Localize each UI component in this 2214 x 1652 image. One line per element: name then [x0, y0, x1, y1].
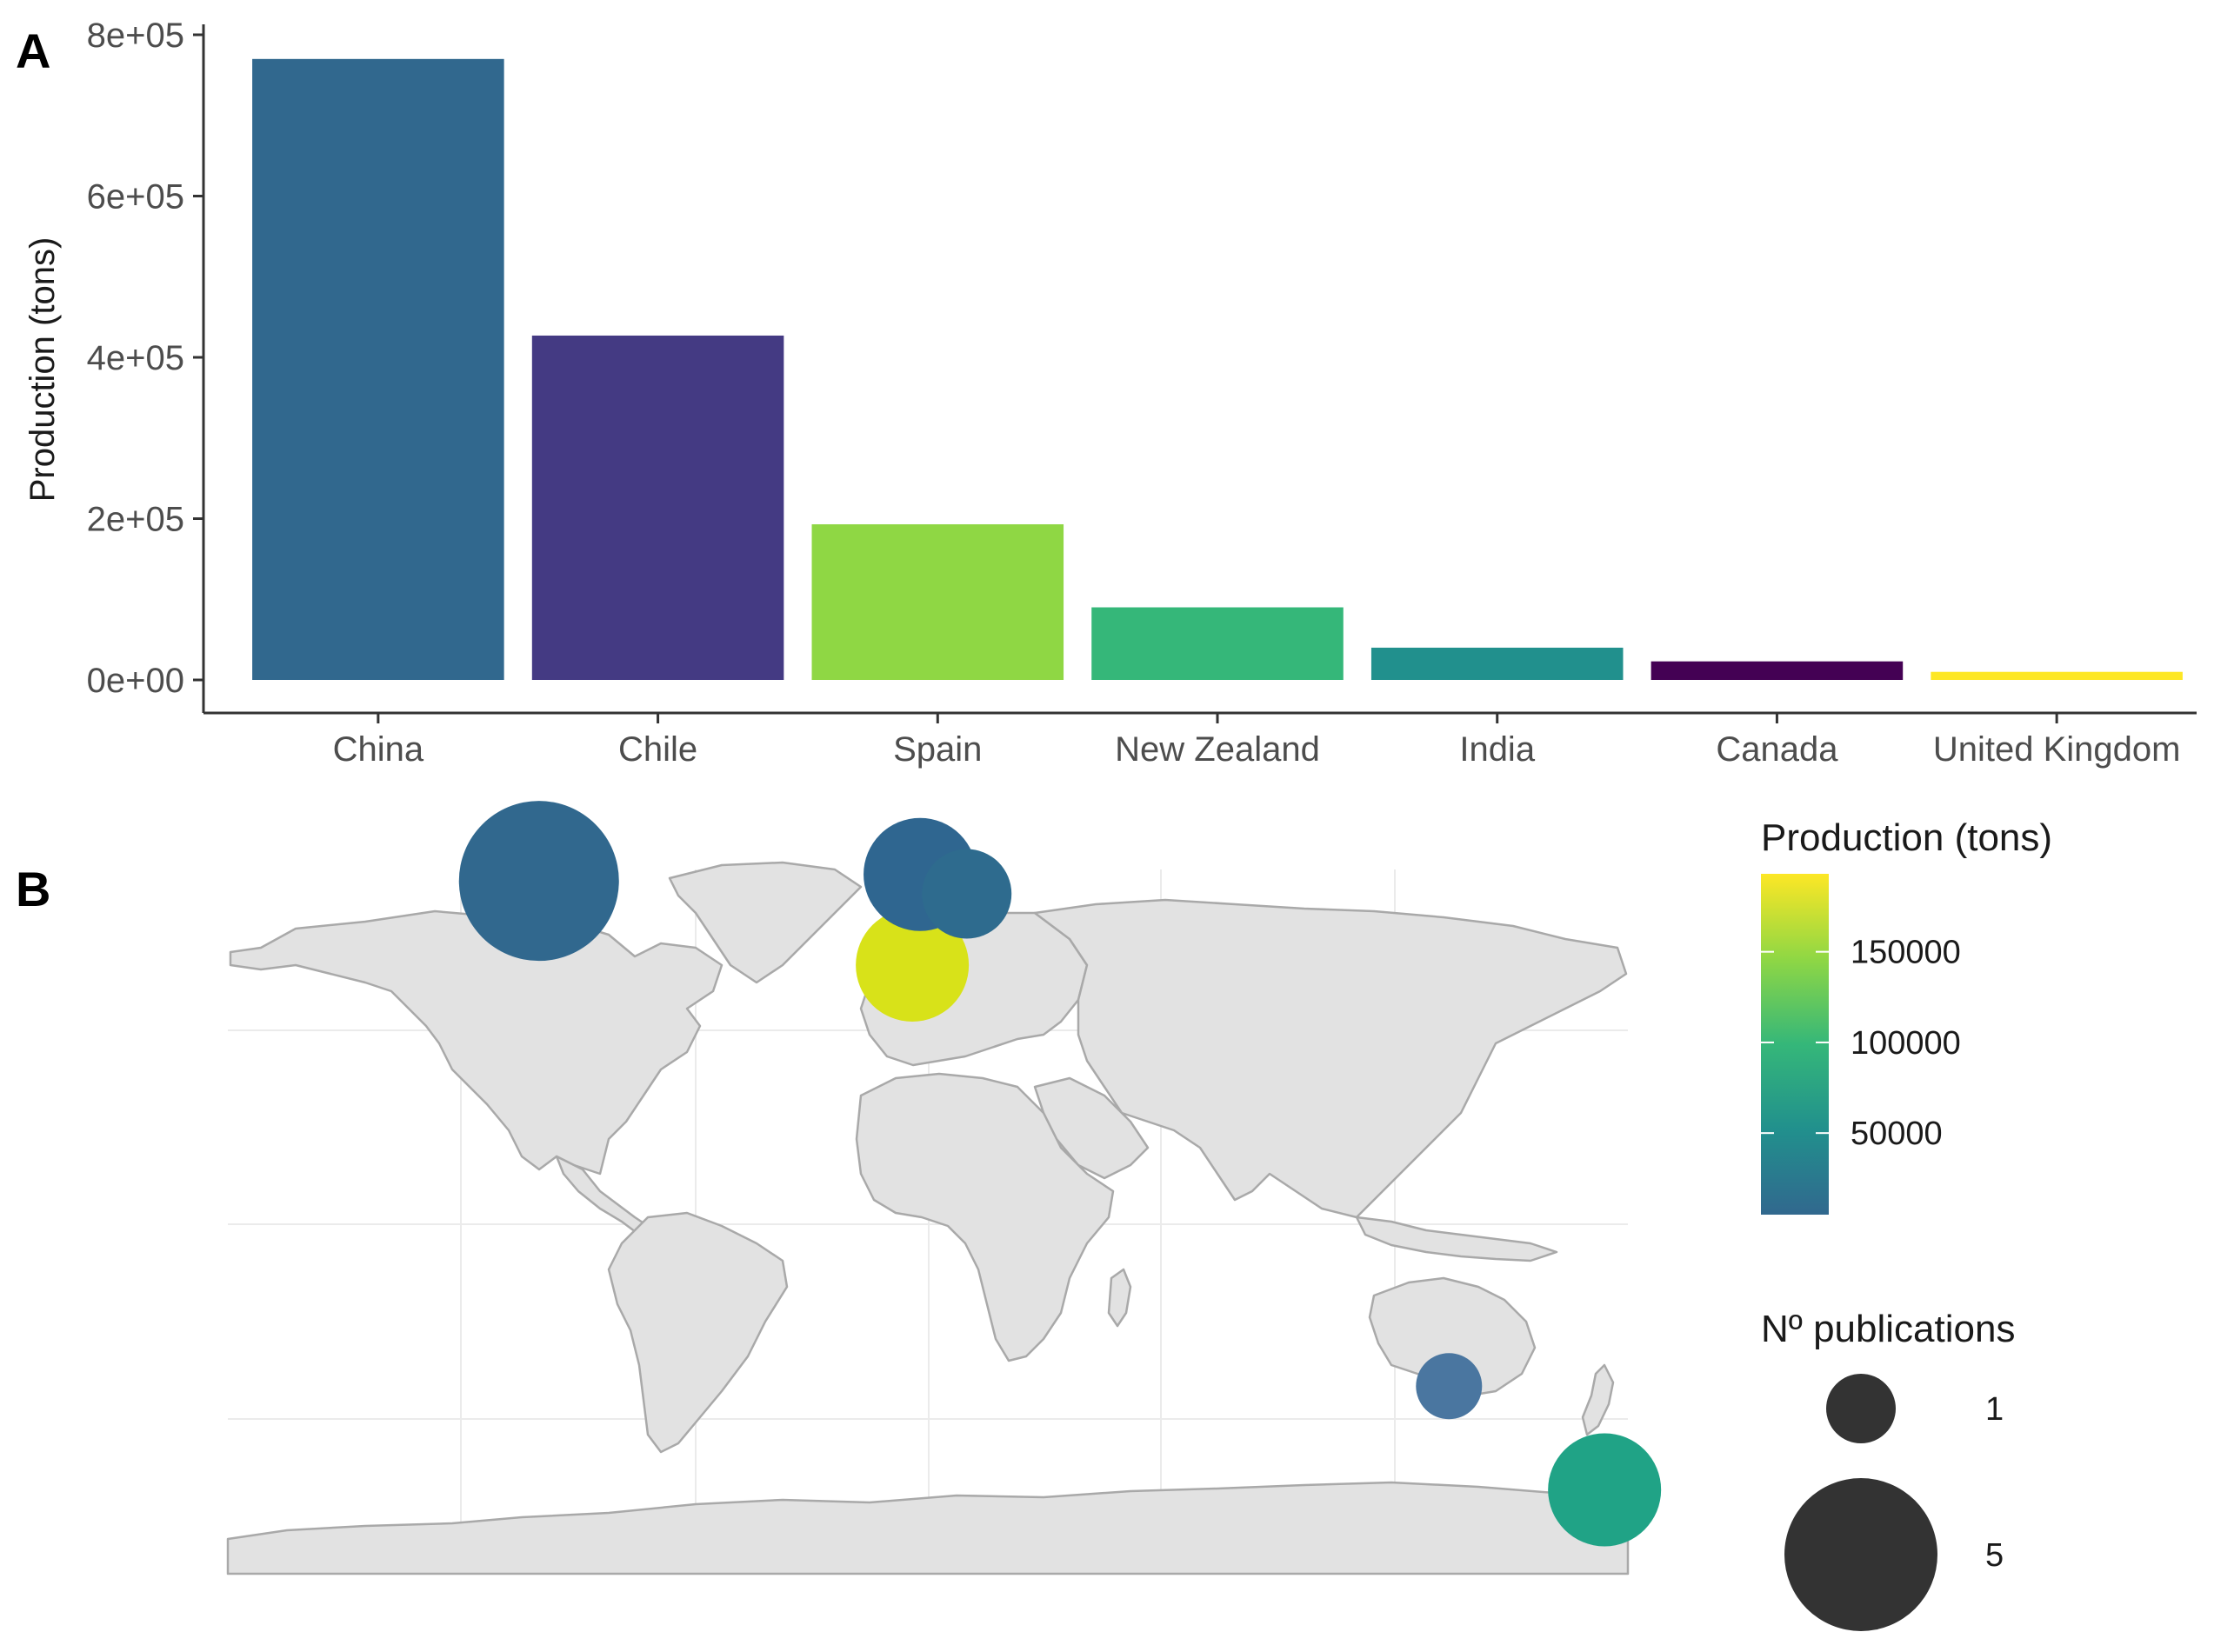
color-tick-label: 50000: [1851, 1116, 1943, 1152]
x-tick-label: Chile: [618, 730, 697, 769]
land-greenland: [668, 861, 863, 984]
color-legend-ticks: 50000 100000 150000: [1761, 935, 1961, 1152]
y-axis-ticks: 0e+00 2e+05 4e+05 6e+05 8e+05: [87, 17, 203, 700]
map-land: [226, 861, 1630, 1575]
bars: [252, 58, 2183, 680]
x-tick-label: India: [1459, 730, 1535, 769]
panel-a-tag: A: [16, 23, 50, 78]
y-tick-label: 8e+05: [87, 17, 184, 55]
size-key-circle: [1784, 1478, 1937, 1631]
size-legend-title: Nº publications: [1761, 1308, 2015, 1350]
bar-chile: [531, 335, 784, 680]
bar-united-kingdom: [1931, 671, 2183, 680]
map-point: [856, 909, 970, 1022]
x-axis-ticks: China Chile Spain New Zealand India Canada Uni…: [333, 713, 2181, 769]
land-asia: [1033, 898, 1628, 1219]
bar-canada: [1650, 661, 1904, 680]
bar-chart: 0e+00 2e+05 4e+05 6e+05 8e+05 China Chile Spai…: [23, 17, 2197, 769]
size-legend: Nº publications 15: [1761, 1308, 2015, 1631]
bar-spain: [811, 523, 1064, 680]
color-legend-bar: [1761, 874, 1829, 1215]
land-north-america: [229, 909, 724, 1176]
x-tick-label: Canada: [1716, 730, 1838, 769]
size-key-circle: [1826, 1374, 1896, 1443]
land-australia: [1368, 1276, 1537, 1397]
size-key-label: 1: [1985, 1391, 2004, 1428]
color-tick-label: 150000: [1851, 935, 1961, 971]
map-point: [1416, 1353, 1483, 1420]
bar-new-zealand: [1091, 607, 1344, 680]
y-axis-title: Production (tons): [23, 237, 62, 503]
land-indonesia: [1355, 1216, 1558, 1262]
world-map: [226, 801, 1662, 1575]
land-new-zealand: [1581, 1363, 1615, 1436]
y-tick-label: 4e+05: [87, 339, 184, 377]
y-tick-label: 2e+05: [87, 501, 184, 539]
y-tick-label: 6e+05: [87, 178, 184, 216]
panel-b-tag: B: [16, 862, 50, 916]
bar-china: [252, 58, 504, 680]
x-tick-label: United Kingdom: [1933, 730, 2181, 769]
size-legend-keys: 15: [1784, 1374, 2004, 1631]
map-point: [1548, 1433, 1662, 1547]
x-tick-label: New Zealand: [1115, 730, 1320, 769]
land-madagascar: [1107, 1268, 1132, 1328]
color-legend-title: Production (tons): [1761, 816, 2052, 859]
x-tick-label: China: [333, 730, 424, 769]
map-point: [922, 849, 1012, 939]
y-tick-label: 0e+00: [87, 662, 184, 700]
x-tick-label: Spain: [893, 730, 982, 769]
map-points: [458, 801, 1662, 1547]
land-africa: [855, 1072, 1115, 1362]
land-south-america: [607, 1211, 789, 1454]
size-key-label: 5: [1985, 1537, 2004, 1574]
color-tick-label: 100000: [1851, 1025, 1961, 1062]
map-point: [458, 801, 619, 962]
color-legend: Production (tons) 50000 100000 150000: [1761, 816, 2052, 1215]
bar-india: [1370, 647, 1624, 680]
